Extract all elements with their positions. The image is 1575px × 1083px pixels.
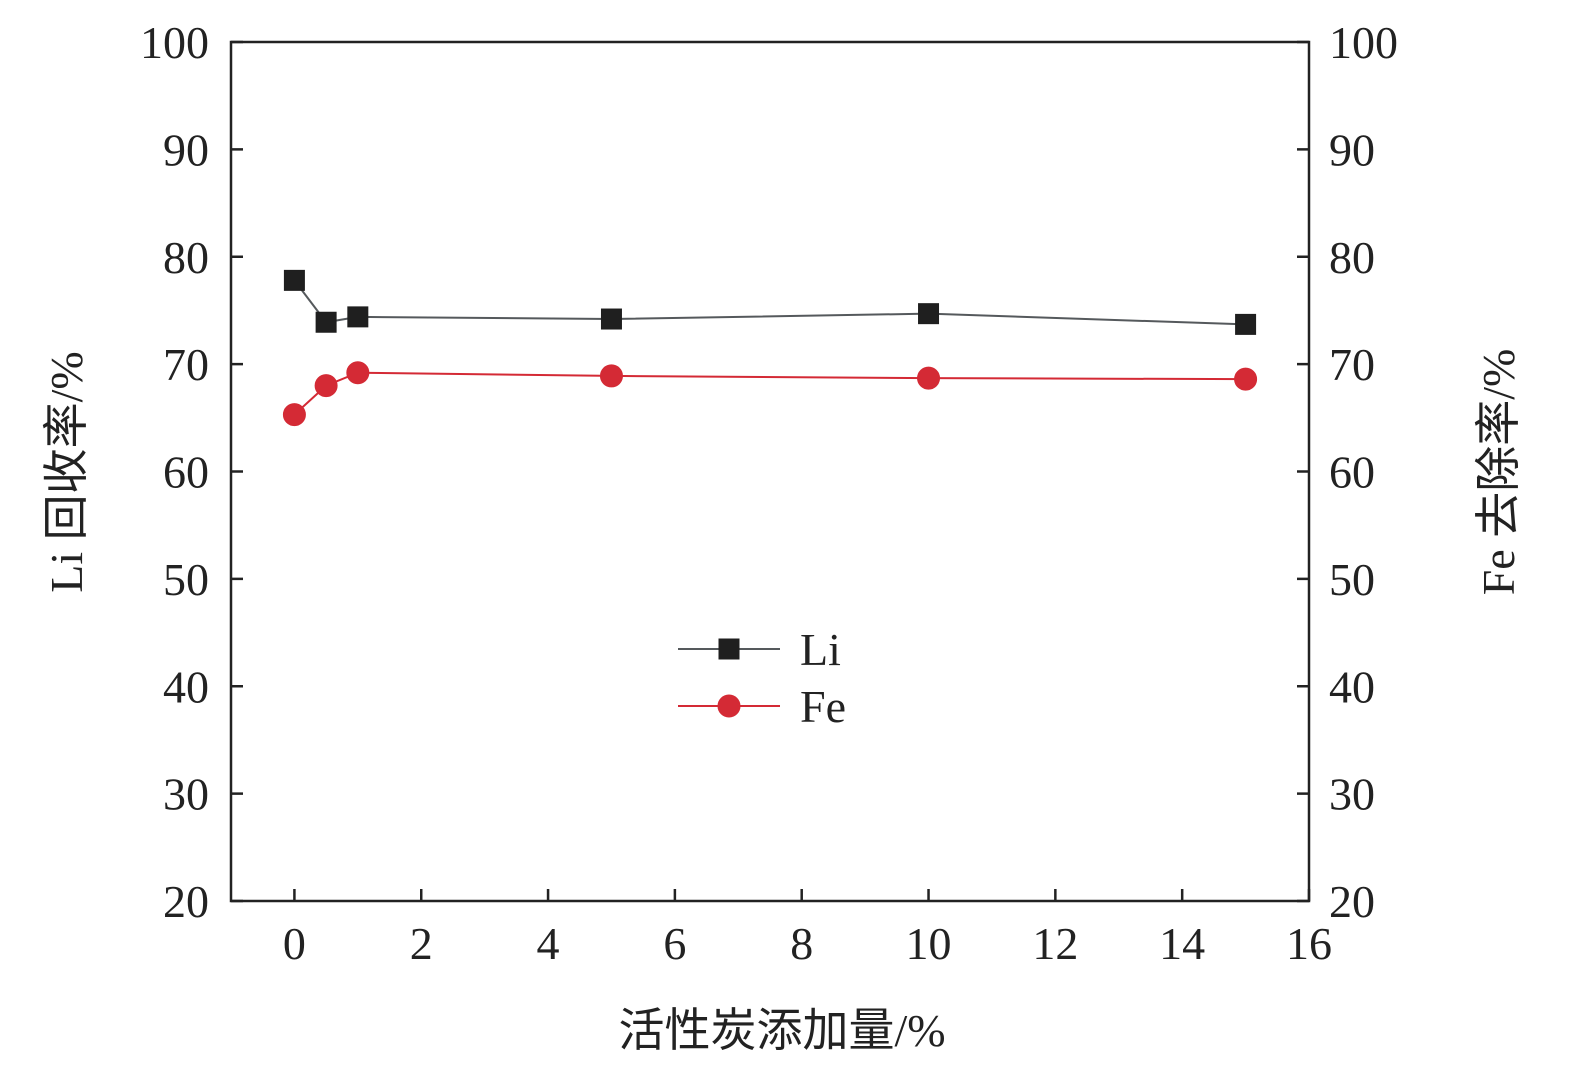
y-right-tick-label: 80 bbox=[1329, 232, 1375, 283]
series-fe-point bbox=[1234, 367, 1258, 391]
series-li-line bbox=[293, 279, 1246, 326]
x-tick-label: 6 bbox=[663, 918, 686, 969]
x-axis-title: 活性炭添加量/% bbox=[618, 1005, 945, 1056]
y-right-tick-label: 30 bbox=[1329, 769, 1375, 820]
legend-label: Li bbox=[800, 624, 841, 675]
x-tick-label: 4 bbox=[537, 918, 560, 969]
y-left-tick-label: 30 bbox=[163, 769, 209, 820]
legend-item-li: Li bbox=[678, 624, 841, 675]
x-tick-label: 8 bbox=[790, 918, 813, 969]
x-tick-label: 12 bbox=[1032, 918, 1078, 969]
y-axis-left-title: Li 回收率/% bbox=[41, 351, 92, 592]
y-left-tick-label: 20 bbox=[163, 876, 209, 927]
series-fe-point bbox=[346, 361, 370, 385]
series-fe-point bbox=[599, 364, 623, 388]
series-fe-line bbox=[293, 371, 1246, 416]
series-li bbox=[283, 269, 1257, 335]
y-left-tick-label: 50 bbox=[163, 554, 209, 605]
series-li-point bbox=[315, 311, 337, 333]
y-left-tick-label: 60 bbox=[163, 447, 209, 498]
x-tick-label: 16 bbox=[1286, 918, 1332, 969]
y-left-tick-label: 80 bbox=[163, 232, 209, 283]
y-right-tick-label: 90 bbox=[1329, 124, 1375, 175]
series-fe-point bbox=[282, 403, 306, 427]
y-right-tick-label: 70 bbox=[1329, 339, 1375, 390]
series-li-point bbox=[347, 306, 369, 328]
legend-label: Fe bbox=[800, 681, 846, 732]
series-fe bbox=[282, 361, 1258, 427]
series-li-point bbox=[283, 269, 305, 291]
plot-frame bbox=[229, 40, 1311, 903]
legend-marker bbox=[717, 694, 741, 718]
series-li-point bbox=[1235, 313, 1257, 335]
y-right-tick-label: 40 bbox=[1329, 661, 1375, 712]
series-fe-point bbox=[917, 366, 941, 390]
y-left-tick-label: 100 bbox=[140, 17, 209, 68]
x-tick-label: 14 bbox=[1159, 918, 1205, 969]
series-li-point bbox=[918, 303, 940, 325]
x-tick-label: 10 bbox=[906, 918, 952, 969]
y-right-tick-label: 100 bbox=[1329, 17, 1398, 68]
y-right-tick-label: 20 bbox=[1329, 876, 1375, 927]
x-tick-label: 0 bbox=[283, 918, 306, 969]
legend-marker bbox=[718, 638, 740, 660]
y-right-tick-label: 50 bbox=[1329, 554, 1375, 605]
legend-item-fe: Fe bbox=[678, 681, 846, 732]
series-layer bbox=[282, 269, 1258, 427]
legend: Li Fe bbox=[678, 624, 846, 732]
y-left-tick-label: 70 bbox=[163, 339, 209, 390]
y-left-tick-label: 90 bbox=[163, 124, 209, 175]
series-fe-point bbox=[314, 374, 338, 398]
y-left-tick-label: 40 bbox=[163, 661, 209, 712]
x-tick-label: 2 bbox=[410, 918, 433, 969]
series-li-point bbox=[600, 308, 622, 330]
y-right-tick-label: 60 bbox=[1329, 447, 1375, 498]
y-axis-right-title: Fe 去除率/% bbox=[1473, 349, 1524, 596]
